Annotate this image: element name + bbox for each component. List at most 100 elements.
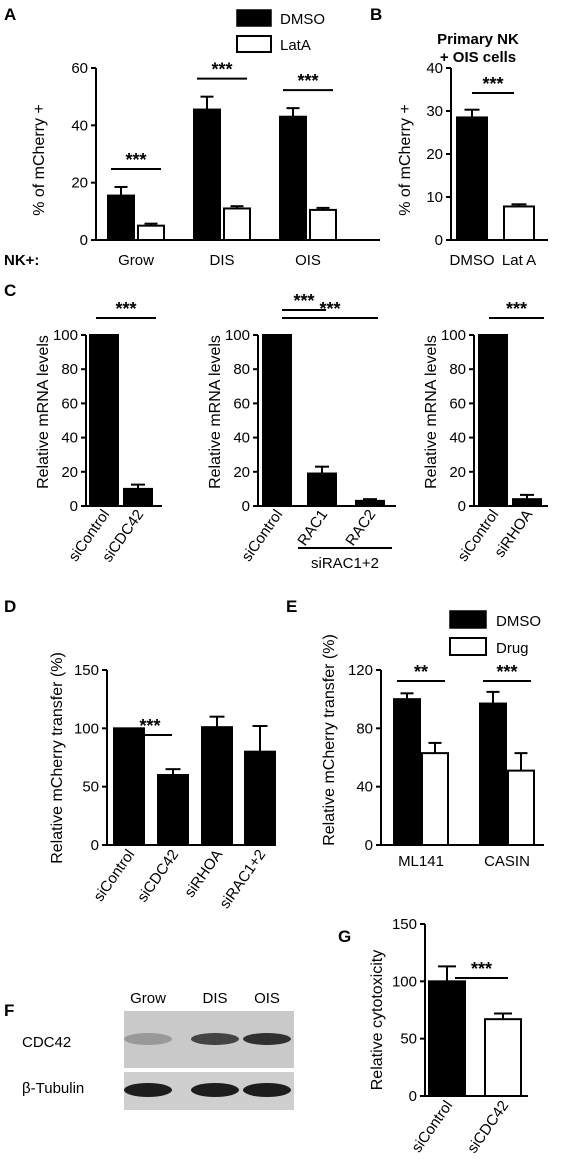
- legend-swatch-dmso-e: [449, 610, 487, 629]
- panel-e-ytick-label: 80: [356, 720, 373, 737]
- panel-e-bar-drug-ml141: [421, 752, 449, 846]
- panel-d-bar-sicdc42: [157, 774, 189, 846]
- panel-a-ytick-label: 40: [71, 117, 88, 134]
- panel-c1-ytick-label: 100: [53, 327, 78, 344]
- panel-g: G Relative cytotoxicity: [338, 924, 528, 1097]
- panel-b-bar-dmso: [456, 116, 488, 241]
- panel-f-label: F: [4, 1001, 14, 1020]
- panel-a-bar-dmso-grow: [107, 194, 135, 241]
- panel-d-y-axis-label: Relative mCherry transfer (%): [49, 652, 66, 864]
- panel-c3-x-tick-label: siControl: [454, 507, 502, 565]
- panel-a-label: A: [4, 5, 16, 24]
- blot-band-tubulin-ois: [243, 1083, 291, 1097]
- panel-c3-ytick-label: 40: [449, 430, 466, 447]
- panel-a-bar-lata-grow: [137, 224, 165, 242]
- panel-b: B Primary NK + OIS cells % of mCherry +: [370, 5, 548, 241]
- panel-c2-bar-sicontrol: [262, 334, 292, 507]
- panel-a-x-tick-label: Grow: [118, 252, 154, 269]
- panel-c2-ytick-label: 20: [233, 464, 250, 481]
- panel-d-ytick-label: 50: [82, 779, 99, 796]
- panel-e-label: E: [286, 597, 297, 616]
- panel-e-x-tick-label: CASIN: [484, 853, 530, 870]
- panel-c2-ytick-label: 80: [233, 361, 250, 378]
- panel-g-label: G: [338, 927, 351, 946]
- panel-e-y-axis-label: Relative mCherry transfer (%): [321, 634, 338, 846]
- panel-d-bar-sicontrol: [113, 727, 145, 846]
- panel-e-ytick-label: 0: [365, 837, 373, 854]
- panel-e-sig-ml141-stars: **: [414, 662, 428, 682]
- panel-c3-y-axis-label: Relative mRNA levels: [423, 335, 440, 489]
- panel-a-ytick-label: 0: [80, 232, 88, 249]
- blot-lane-grow: Grow: [130, 990, 166, 1007]
- panel-c2-bar-rac1: [307, 472, 337, 508]
- panel-b-ytick-label: 30: [426, 103, 443, 120]
- panel-e-ytick-label: 40: [356, 779, 373, 796]
- panel-c3-ytick-label: 100: [441, 327, 466, 344]
- panel-c1-sig-0-stars: ***: [115, 299, 136, 319]
- panel-c1-bar-sicdc42: [123, 487, 153, 507]
- panel-d-label: D: [4, 597, 16, 616]
- panel-d-ytick-label: 150: [74, 662, 99, 679]
- panel-c2-ytick-label: 100: [225, 327, 250, 344]
- panel-e-x-tick-label: ML141: [398, 853, 444, 870]
- panel-c2-ytick-label: 0: [242, 498, 250, 515]
- panel-e-bar-dmso-ml141: [393, 698, 421, 847]
- panel-c3-ytick-label: 80: [449, 361, 466, 378]
- panel-a-ytick-label: 20: [71, 175, 88, 192]
- panel-a-bar-dmso-dis: [193, 108, 221, 241]
- legend-label-lata: LatA: [280, 37, 311, 54]
- panel-g-y-axis-label: Relative cytotoxicity: [369, 950, 386, 1091]
- legend-label-dmso: DMSO: [280, 11, 325, 28]
- legend-label-drug: Drug: [496, 640, 529, 657]
- panel-a-x-tick-label: OIS: [295, 252, 321, 269]
- panel-e-bar-dmso-casin: [479, 702, 507, 847]
- panel-c: C Relative mRNA levels Relative mRNA lev…: [4, 281, 548, 572]
- legend-swatch-lata: [236, 35, 272, 53]
- panel-d-x-tick-label: siRHOA: [181, 847, 226, 901]
- panel-b-y-axis-label: % of mCherry +: [397, 104, 414, 216]
- blot-band-cdc42-ois: [243, 1033, 291, 1045]
- panel-d-x-tick-label: siControl: [90, 847, 138, 905]
- panel-b-ytick-label: 40: [426, 60, 443, 77]
- panel-g-ytick-label: 150: [392, 916, 417, 933]
- panel-e-sig-casin-stars: ***: [496, 662, 517, 682]
- blot-row-label-cdc42: CDC42: [22, 1034, 71, 1051]
- panel-c2-sig-1-stars: ***: [319, 299, 340, 319]
- panel-a-bar-lata-ois: [309, 208, 337, 241]
- panel-c2-y-axis-label: Relative mRNA levels: [207, 335, 224, 489]
- panel-d-bar-sirac1plus2: [244, 750, 276, 847]
- panel-c2-sig-0-stars: ***: [293, 291, 314, 311]
- panel-g-sig-stars: ***: [471, 959, 492, 979]
- blot-band-tubulin-dis: [191, 1083, 239, 1097]
- panel-c2-bar-rac2: [355, 499, 385, 507]
- panel-c1-ytick-label: 0: [70, 498, 78, 515]
- panel-g-bar-sicontrol: [428, 980, 466, 1097]
- blot-band-cdc42-dis: [191, 1033, 239, 1045]
- panel-c-label: C: [4, 281, 16, 300]
- panel-b-title-line2: + OIS cells: [440, 49, 516, 66]
- blot-lane-dis: DIS: [202, 990, 227, 1007]
- panel-c1-bar-sicontrol: [89, 334, 119, 507]
- panel-c2-ytick-label: 60: [233, 395, 250, 412]
- panel-c1-ytick-label: 80: [61, 361, 78, 378]
- panel-a-ytick-label: 60: [71, 60, 88, 77]
- legend-swatch-drug: [449, 637, 487, 656]
- chart-marks: 0 20 40 60 Grow *** DIS *** OIS *** 0 10 20 30 40 DMSO L…: [53, 60, 544, 1156]
- panel-f: F Grow Grow DIS OIS CDC42 β-Tubulin: [4, 990, 294, 1110]
- panel-a-row-label: NK+:: [4, 252, 39, 269]
- panel-d-bar-sirhoa: [201, 726, 233, 847]
- panel-c2-ytick-label: 40: [233, 430, 250, 447]
- panel-c2-group-label: siRAC1+2: [311, 555, 379, 572]
- panel-a-bar-dmso-ois: [279, 115, 307, 241]
- panel-d-ytick-label: 100: [74, 720, 99, 737]
- panel-d-ytick-label: 0: [91, 837, 99, 854]
- panel-c1-ytick-label: 40: [61, 430, 78, 447]
- panel-c3-bar-sirhoa: [512, 498, 542, 508]
- panel-c3-ytick-label: 0: [458, 498, 466, 515]
- panel-b-x-tick-label: DMSO: [450, 252, 495, 269]
- panel-g-ytick-label: 0: [409, 1088, 417, 1105]
- blot-band-cdc42-grow: [124, 1033, 172, 1045]
- panel-c1-y-axis-label: Relative mRNA levels: [35, 335, 52, 489]
- legend-swatch-dmso: [236, 9, 272, 27]
